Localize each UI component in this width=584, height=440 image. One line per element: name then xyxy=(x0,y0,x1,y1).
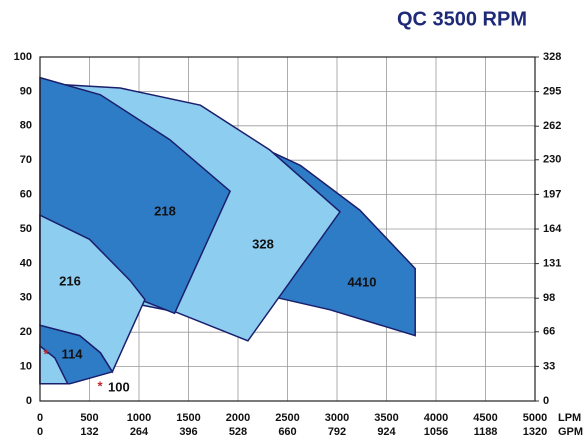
x-tick-label: 0 xyxy=(37,412,43,424)
region-label: 216 xyxy=(59,273,81,288)
region-label: 328 xyxy=(252,236,274,251)
x2-tick-label: 924 xyxy=(377,426,396,438)
x2-tick-label: 132 xyxy=(80,426,98,438)
plot-frame xyxy=(39,56,536,402)
x-unit: LPM xyxy=(558,412,581,424)
x2-tick-label: 528 xyxy=(229,426,247,438)
y2-tick-label: 197 xyxy=(543,188,561,200)
y-tick-label: 100 xyxy=(14,51,32,63)
y2-tick-label: 262 xyxy=(543,120,561,132)
x-tick-label: 1500 xyxy=(176,412,200,424)
x2-tick-label: 1320 xyxy=(523,426,547,438)
x-tick-label: 5000 xyxy=(523,412,547,424)
x-tick-label: 4000 xyxy=(424,412,448,424)
x2-tick-label: 792 xyxy=(328,426,346,438)
x-tick-label: 4500 xyxy=(473,412,497,424)
x2-tick-label: 660 xyxy=(278,426,296,438)
x-tick-label: 2500 xyxy=(275,412,299,424)
region-label: 100 xyxy=(108,379,130,394)
y2-tick-label: 295 xyxy=(543,86,561,98)
x-tick-label: 500 xyxy=(80,412,98,424)
y-tick-label: 60 xyxy=(20,189,32,201)
y2-tick-label: 164 xyxy=(543,223,562,235)
y2-tick-label: 66 xyxy=(543,326,555,338)
x2-tick-label: 0 xyxy=(37,426,43,438)
y-tick-label: 10 xyxy=(20,361,32,373)
y2-tick-label: 131 xyxy=(543,258,561,270)
x2-tick-label: 396 xyxy=(179,426,197,438)
x2-unit: GPM xyxy=(558,426,583,438)
annotation: * xyxy=(43,346,49,361)
x-tick-label: 1000 xyxy=(127,412,151,424)
region-label: 4410 xyxy=(348,274,377,289)
annotation: * xyxy=(97,378,103,393)
y2-tick-label: 230 xyxy=(543,154,561,166)
x-tick-label: 2000 xyxy=(226,412,250,424)
region-label: 218 xyxy=(154,203,176,218)
x-tick-label: 3500 xyxy=(374,412,398,424)
y-tick-label: 30 xyxy=(20,292,32,304)
x2-tick-label: 1056 xyxy=(424,426,448,438)
y2-tick-label: 98 xyxy=(543,292,555,304)
y-tick-label: 80 xyxy=(20,120,32,132)
chart-title: QC 3500 RPM xyxy=(397,8,527,30)
y-tick-label: 40 xyxy=(20,257,32,269)
x2-tick-label: 1188 xyxy=(474,426,498,438)
x2-tick-label: 264 xyxy=(130,426,149,438)
y-tick-label: 90 xyxy=(20,85,32,97)
y-tick-label: 0 xyxy=(26,395,32,407)
y2-tick-label: 33 xyxy=(543,360,555,372)
y-tick-label: 70 xyxy=(20,154,32,166)
y-tick-label: 20 xyxy=(20,326,32,338)
y2-tick-label: 0 xyxy=(543,395,549,407)
y-tick-label: 50 xyxy=(20,223,32,235)
region-label: 114 xyxy=(62,346,84,361)
y2-tick-label: 328 xyxy=(543,51,561,63)
x-tick-label: 3000 xyxy=(325,412,349,424)
